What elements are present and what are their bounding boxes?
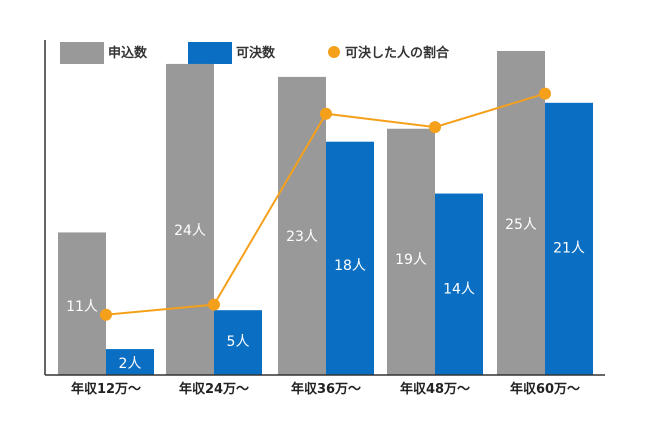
data-label-applications-1: 11人	[66, 299, 98, 315]
data-label-approvals-4: 14人	[443, 281, 475, 297]
legend-swatch-1	[60, 42, 104, 64]
bars	[58, 50, 593, 376]
bar-labels: 11人 2人 24人 5人 23人 18人 19人 14人 25人 21人	[66, 217, 585, 372]
data-label-applications-5: 25人	[505, 217, 537, 233]
bar-applications-5	[497, 50, 545, 375]
bar-applications-3	[278, 76, 326, 375]
ratio-point-1	[100, 308, 112, 321]
data-label-approvals-2: 5人	[227, 334, 250, 350]
legend-swatch-3	[328, 46, 340, 58]
axes	[44, 40, 605, 376]
bar-approvals-1	[106, 349, 154, 375]
legend-label-1: 申込数	[108, 45, 148, 61]
bar-applications-4	[387, 128, 435, 375]
ratio-line-series	[100, 87, 551, 321]
data-label-approvals-5: 21人	[553, 241, 585, 257]
ratio-point-2	[208, 298, 220, 311]
x-tick-label-3: 年収36万～	[291, 381, 361, 397]
x-tick-label-1: 年収12万～	[71, 381, 141, 397]
bar-approvals-3	[326, 141, 374, 375]
ratio-point-5	[539, 87, 551, 100]
data-label-applications-3: 23人	[286, 229, 318, 245]
bar-applications-1	[58, 232, 106, 375]
data-label-applications-4: 19人	[395, 252, 427, 268]
legend-label-3: 可決した人の割合	[345, 45, 450, 61]
data-label-approvals-1: 2人	[119, 356, 142, 372]
bar-approvals-4	[435, 193, 483, 375]
bar-approvals-5	[545, 102, 593, 376]
bar-approvals-2	[214, 310, 262, 375]
data-label-applications-2: 24人	[174, 223, 206, 239]
x-tick-labels: 年収12万～ 年収24万～ 年収36万～ 年収48万～ 年収60万～	[71, 381, 580, 397]
legend-swatch-2	[188, 42, 232, 64]
data-label-approvals-3: 18人	[334, 258, 366, 274]
x-tick-label-4: 年収48万～	[400, 381, 470, 397]
x-tick-label-2: 年収24万～	[179, 381, 249, 397]
ratio-point-4	[429, 121, 441, 134]
x-tick-label-5: 年収60万～	[510, 381, 580, 397]
bar-applications-2	[166, 63, 214, 376]
legend-label-2: 可決数	[236, 45, 276, 61]
ratio-point-3	[320, 107, 332, 120]
legend: 申込数 可決数 可決した人の割合	[60, 42, 450, 64]
